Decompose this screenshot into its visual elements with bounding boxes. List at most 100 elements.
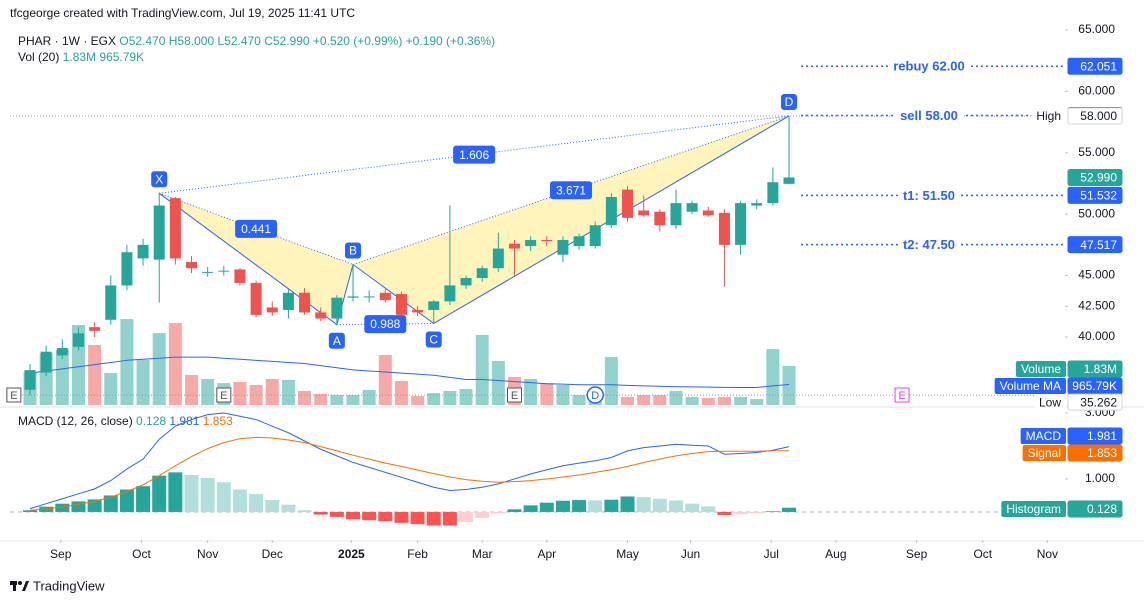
histogram-bar xyxy=(555,500,570,512)
volume-bar xyxy=(168,323,182,405)
volume-bar xyxy=(185,374,199,405)
price-badge xyxy=(1067,168,1123,186)
candle-body xyxy=(605,196,617,226)
price-badge-name: MACD xyxy=(1026,429,1062,443)
event-marker xyxy=(216,387,232,403)
pattern-fill xyxy=(353,115,790,324)
x-tick-label: Oct xyxy=(132,547,151,561)
ratio-label: 0.441 xyxy=(241,222,271,236)
candle-body xyxy=(557,239,569,255)
candle-body xyxy=(702,210,714,216)
price-badge-name: Volume MA xyxy=(1000,379,1061,393)
candle-body xyxy=(573,236,585,247)
volume-bar xyxy=(298,390,312,405)
macd-line xyxy=(29,412,790,510)
ratio-box xyxy=(453,145,496,164)
macd-value: 1.981 xyxy=(169,414,199,428)
price-badge-name-bg xyxy=(1015,361,1066,377)
price-badge-name: Signal xyxy=(1028,446,1061,460)
legend-change: +0.190 (+0.36%) xyxy=(406,34,495,48)
level-label: t2: 47.50 xyxy=(903,237,955,252)
volume-value: 1.83M xyxy=(63,50,96,64)
candle-body xyxy=(428,301,440,310)
ratio-box xyxy=(235,219,278,238)
x-tick-label: Jun xyxy=(681,547,700,561)
volume-bar xyxy=(734,396,748,405)
volume-bar xyxy=(443,390,457,405)
y-tick-label: 55.000 xyxy=(1078,145,1115,159)
volume-bar xyxy=(265,379,279,405)
histogram-bar xyxy=(71,501,86,512)
histogram-bar xyxy=(459,511,474,522)
candle-body xyxy=(121,252,133,286)
candle-body xyxy=(767,182,779,204)
level-label-bg xyxy=(897,186,961,205)
candle-body xyxy=(589,225,601,247)
candle-body xyxy=(783,177,795,184)
x-tick-label: Oct xyxy=(973,547,992,561)
signal-value: 1.853 xyxy=(203,414,233,428)
candle-body xyxy=(686,203,698,212)
price-badge-name-bg xyxy=(1022,445,1066,461)
candle-body xyxy=(266,307,278,313)
volume-bar xyxy=(233,382,247,405)
histogram-bar xyxy=(636,497,651,512)
histogram-bar xyxy=(426,511,441,526)
signal-line xyxy=(29,436,790,511)
price-badge xyxy=(1067,393,1123,411)
volume-bar xyxy=(104,373,118,405)
histogram-bar xyxy=(604,499,619,512)
histogram-bar xyxy=(765,511,780,512)
histogram-bar xyxy=(701,506,716,512)
volume-bar xyxy=(540,383,554,405)
histogram-bar xyxy=(668,500,683,512)
histogram-bar xyxy=(265,500,280,512)
legend-close: C52.990 xyxy=(264,34,310,48)
point-box xyxy=(151,171,168,188)
histogram-bar xyxy=(620,496,635,512)
candle-body xyxy=(412,309,424,313)
legend-low: L52.470 xyxy=(217,34,261,48)
level-label: sell 58.00 xyxy=(900,108,958,123)
volume-bar xyxy=(701,397,715,405)
histogram-bar xyxy=(733,511,748,515)
price-badge-value: 47.517 xyxy=(1080,238,1117,252)
candle-body xyxy=(218,270,230,272)
event-label: D xyxy=(591,390,599,402)
level-label-bg xyxy=(895,106,963,125)
volume-bar xyxy=(281,379,295,405)
histogram-bar xyxy=(168,472,183,512)
volume-bar xyxy=(411,396,425,405)
volume-bar xyxy=(782,366,796,405)
point-box xyxy=(328,332,345,349)
volume-bar xyxy=(637,394,651,405)
histogram-bar xyxy=(249,494,264,512)
x-tick-label: Aug xyxy=(825,547,846,561)
x-tick-label: Nov xyxy=(197,547,218,561)
volume-bar xyxy=(136,359,150,405)
histogram-bar xyxy=(281,504,296,512)
candle-body xyxy=(525,239,537,247)
price-badge-value: 52.990 xyxy=(1080,171,1117,185)
legend-price: PHAR · 1W · EGX O52.470 H58.000 L52.470 … xyxy=(18,34,495,48)
candle-body xyxy=(460,278,472,286)
candle-body xyxy=(169,198,181,259)
histogram-bar xyxy=(216,482,231,512)
price-badge xyxy=(1067,360,1123,378)
volume-bar xyxy=(152,333,166,405)
candle-body xyxy=(282,292,294,310)
histogram-bar xyxy=(362,511,377,521)
candle-body xyxy=(56,348,68,356)
volume-bar xyxy=(330,394,344,405)
candle-body xyxy=(395,293,407,315)
volume-bar xyxy=(362,389,376,405)
candle-body xyxy=(105,285,117,320)
histogram-bar xyxy=(410,511,425,525)
x-tick-label: Dec xyxy=(262,547,283,561)
event-marker xyxy=(894,387,910,403)
volume-name: Vol (20) xyxy=(18,50,59,64)
histogram-bar xyxy=(572,500,587,512)
x-tick-label: May xyxy=(616,547,639,561)
logo-part xyxy=(18,581,22,585)
x-tick-label: Mar xyxy=(472,547,493,561)
